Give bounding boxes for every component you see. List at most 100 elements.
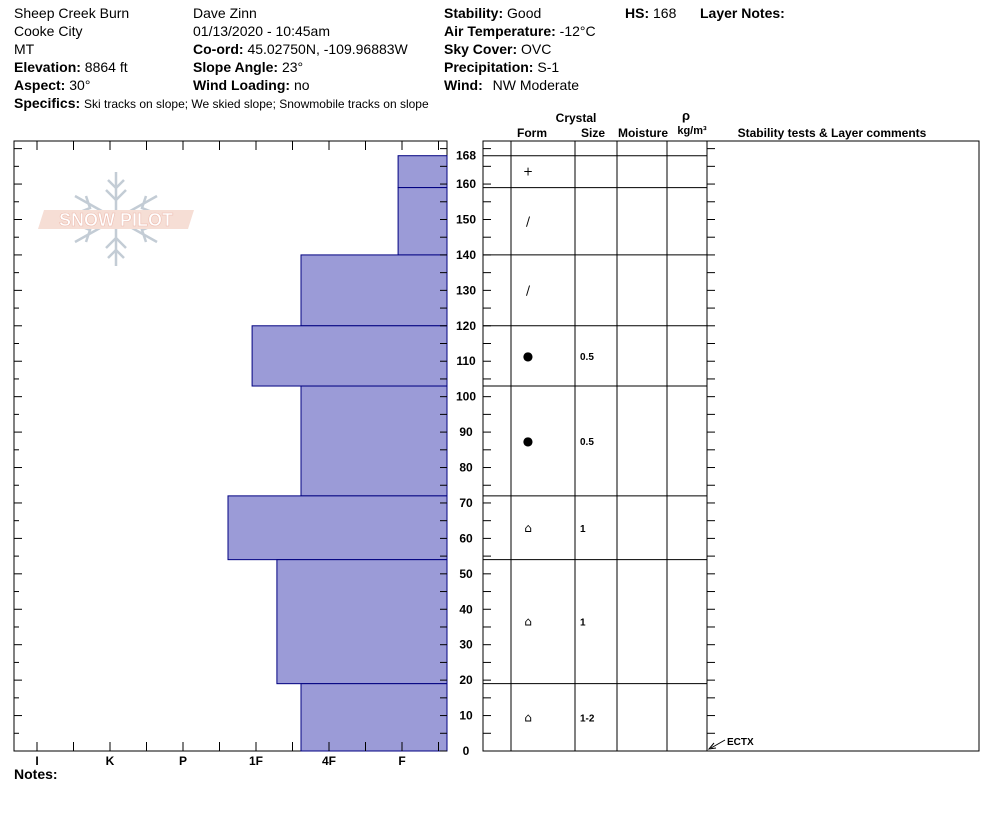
size-header: Size bbox=[581, 126, 605, 140]
rho-header: ρ bbox=[682, 108, 690, 123]
height-tick-label: 40 bbox=[459, 602, 473, 616]
precip-row: Precipitation: S-1 bbox=[444, 58, 559, 76]
range-name: Cooke City bbox=[14, 23, 83, 39]
elevation-label: Elevation: bbox=[14, 59, 81, 75]
height-tick-label: 140 bbox=[456, 248, 476, 262]
wind-value: NW Moderate bbox=[492, 77, 579, 93]
aspect-row: Aspect: 30° bbox=[14, 76, 90, 94]
crystal-form-symbol: ⌂ bbox=[524, 521, 532, 535]
layer-table-frame bbox=[482, 140, 980, 752]
sky-value: OVC bbox=[521, 41, 552, 57]
slope-label: Slope Angle: bbox=[193, 59, 279, 75]
hardness-axis: I K P 1F 4F F bbox=[35, 141, 439, 768]
hs-value: 168 bbox=[653, 5, 677, 21]
arrow-icon bbox=[707, 742, 717, 750]
height-tick-label: 70 bbox=[459, 496, 473, 510]
height-tick-label: 120 bbox=[456, 319, 476, 333]
stability-row: Stability: Good bbox=[444, 4, 541, 22]
sky-label: Sky Cover: bbox=[444, 41, 518, 57]
observation-datetime: 01/13/2020 - 10:45am bbox=[193, 23, 330, 39]
crystal-form-symbol: ● bbox=[523, 434, 533, 448]
hardness-bar bbox=[300, 385, 448, 497]
crystal-form-symbol: ● bbox=[523, 349, 533, 363]
hardness-bar bbox=[300, 254, 448, 327]
height-tick-label: 100 bbox=[456, 390, 476, 404]
elevation-value: 8864 ft bbox=[84, 59, 128, 75]
precip-label: Precipitation: bbox=[444, 59, 534, 75]
snowpilot-logo: SNOW PILOT bbox=[38, 172, 194, 266]
elevation-row: Elevation: 8864 ft bbox=[14, 58, 128, 76]
stability-test-label: ECTX bbox=[727, 737, 754, 748]
crystal-size-value: 1-2 bbox=[580, 713, 595, 724]
crystal-size-value: 1 bbox=[580, 618, 586, 629]
hardness-bar bbox=[397, 155, 448, 189]
wind-label: Wind: bbox=[444, 77, 483, 93]
height-tick-label: 50 bbox=[459, 567, 473, 581]
hardness-bar bbox=[251, 325, 448, 387]
hardness-tick-label: F bbox=[398, 754, 405, 768]
hardness-bars bbox=[227, 155, 448, 752]
hardness-tick-label: I bbox=[35, 754, 38, 768]
wind-loading-row: Wind Loading: no bbox=[193, 76, 310, 94]
stability-header: Stability tests & Layer comments bbox=[738, 126, 927, 140]
location-name: Sheep Creek Burn bbox=[14, 5, 130, 21]
logo-banner bbox=[38, 210, 194, 229]
crystal-form-symbol: ⌂ bbox=[524, 710, 532, 724]
stability-test-pointer bbox=[710, 739, 726, 749]
height-axis: 0 10 20 30 40 50 60 70 80 90 100 110 120 130 140 150 160… bbox=[14, 148, 715, 758]
crystal-form-symbol: ⌂ bbox=[524, 615, 532, 629]
notes-label: Notes: bbox=[14, 766, 58, 782]
coord-value: 45.02750N, -109.96883W bbox=[247, 41, 408, 57]
crystal-form-symbol: / bbox=[526, 283, 531, 297]
air-temp-row: Air Temperature: -12°C bbox=[444, 22, 596, 40]
stability-value: Good bbox=[507, 5, 542, 21]
stability-label: Stability: bbox=[444, 5, 504, 21]
hardness-tick-label: P bbox=[179, 754, 187, 768]
density-header: kg/m³ bbox=[677, 125, 707, 137]
aspect-label: Aspect: bbox=[14, 77, 66, 93]
slope-value: 23° bbox=[281, 59, 304, 75]
hardness-tick-label: 4F bbox=[322, 754, 336, 768]
crystal-header: Crystal bbox=[556, 111, 597, 125]
height-tick-label: 10 bbox=[459, 709, 473, 723]
hs-label: HS: bbox=[625, 5, 650, 21]
air-temp-label: Air Temperature: bbox=[444, 23, 556, 39]
hardness-bar bbox=[276, 559, 448, 685]
hardness-bar bbox=[227, 495, 448, 561]
hardness-tick-label: 1F bbox=[249, 754, 263, 768]
moisture-header: Moisture bbox=[618, 126, 668, 140]
sky-row: Sky Cover: OVC bbox=[444, 40, 551, 58]
slope-row: Slope Angle: 23° bbox=[193, 58, 303, 76]
height-tick-label: 110 bbox=[456, 354, 476, 368]
crystal-form-symbol: + bbox=[523, 165, 533, 179]
wind-loading-label: Wind Loading: bbox=[193, 77, 291, 93]
logo-text: SNOW PILOT bbox=[59, 210, 173, 230]
layer-notes-label: Layer Notes: bbox=[700, 5, 785, 21]
hardness-bar bbox=[397, 187, 448, 256]
hardness-tick-label: K bbox=[106, 754, 115, 768]
state-name: MT bbox=[14, 41, 35, 57]
wind-loading-value: no bbox=[293, 77, 310, 93]
height-tick-label: 90 bbox=[459, 425, 473, 439]
height-tick-label: 80 bbox=[459, 461, 473, 475]
coord-label: Co-ord: bbox=[193, 41, 244, 57]
crystal-form-symbol: / bbox=[526, 214, 531, 228]
height-tick-label: 160 bbox=[456, 177, 476, 191]
wind-row: Wind: NW Moderate bbox=[444, 76, 579, 94]
air-temp-value: -12°C bbox=[559, 23, 596, 39]
height-tick-label: 60 bbox=[459, 531, 473, 545]
crystal-size-value: 0.5 bbox=[580, 352, 594, 363]
hardness-bar bbox=[300, 683, 448, 752]
height-tick-label: 150 bbox=[456, 212, 476, 226]
specifics-label: Specifics: bbox=[14, 95, 81, 111]
hs-row: HS: 168 bbox=[625, 4, 676, 22]
precip-value: S-1 bbox=[537, 59, 560, 75]
crystal-size-value: 0.5 bbox=[580, 437, 594, 448]
layer-rows: + / / ● 0.5 ● 0.5 ⌂ 1 ⌂ 1 ⌂ 1-2 bbox=[483, 155, 707, 724]
specifics-row: Specifics: Ski tracks on slope; We skied… bbox=[14, 94, 429, 113]
crystal-size-value: 1 bbox=[580, 524, 586, 535]
stability-tests: ECTX bbox=[707, 737, 754, 750]
height-tick-label: 30 bbox=[459, 638, 473, 652]
aspect-value: 30° bbox=[69, 77, 91, 93]
